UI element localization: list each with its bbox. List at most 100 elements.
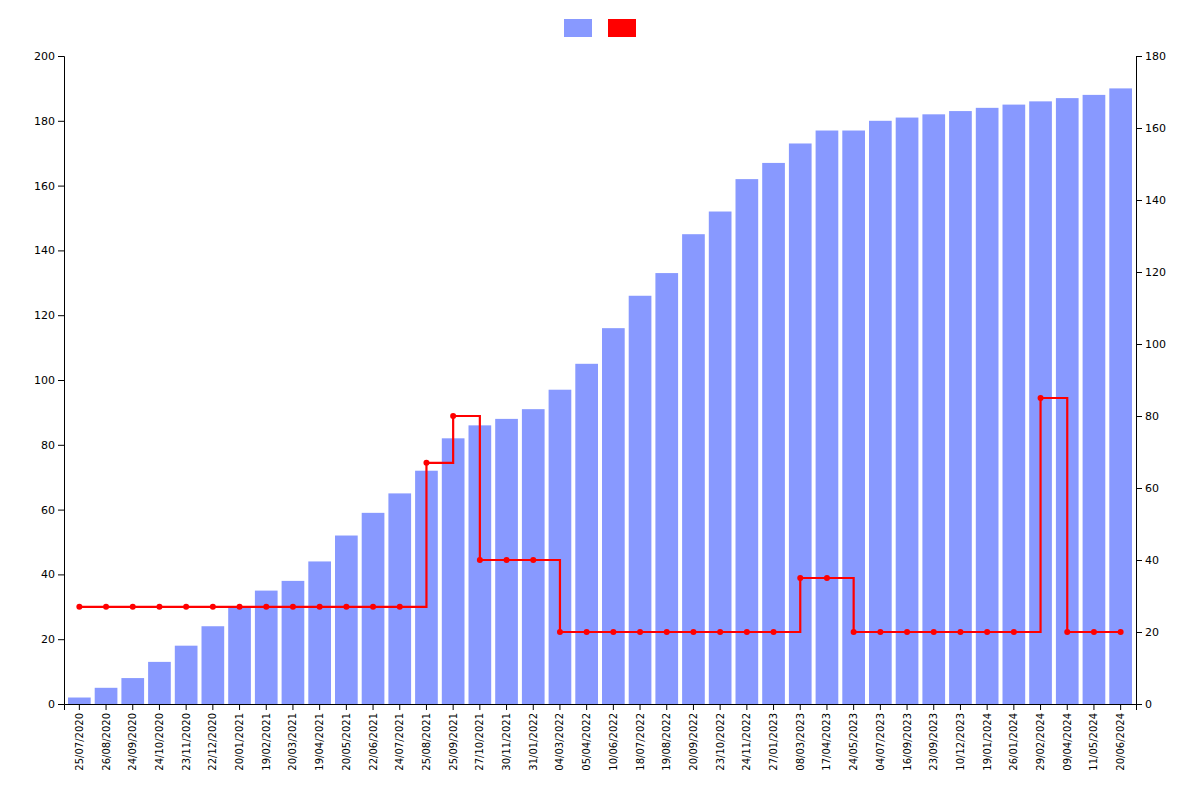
tick: 80	[1136, 410, 1159, 423]
tick-mark	[426, 704, 427, 710]
marker	[877, 629, 883, 635]
tick: 20/01/2021	[234, 704, 245, 771]
tick-mark	[1093, 704, 1094, 710]
tick-label: 19/02/2021	[261, 713, 272, 771]
tick-mark	[640, 704, 641, 710]
tick: 140	[1136, 194, 1166, 207]
tick-mark	[1136, 560, 1142, 561]
tick: 100	[34, 374, 64, 387]
tick-mark	[907, 704, 908, 710]
tick: 24/11/2022	[741, 704, 752, 771]
tick-mark	[1067, 704, 1068, 710]
tick-label: 04/03/2022	[554, 713, 565, 771]
tick: 40	[41, 568, 64, 581]
bar	[762, 163, 785, 704]
tick: 16/09/2023	[902, 704, 913, 771]
marker	[957, 629, 963, 635]
marker	[824, 575, 830, 581]
bar	[1003, 105, 1026, 704]
tick-label: 140	[1145, 194, 1166, 207]
bar	[121, 678, 144, 704]
tick: 19/01/2024	[982, 704, 993, 771]
y2-axis: 020406080100120140160180	[1136, 50, 1166, 711]
tick: 26/01/2024	[1008, 704, 1019, 771]
bar	[575, 364, 598, 704]
tick: 0	[1136, 698, 1152, 711]
marker	[156, 604, 162, 610]
tick: 10/06/2022	[608, 704, 619, 771]
tick-mark	[1136, 56, 1142, 57]
tick-mark	[58, 380, 64, 381]
tick-label: 19/08/2022	[661, 713, 672, 771]
tick: 27/01/2023	[768, 704, 779, 771]
tick-label: 160	[34, 180, 55, 193]
marker	[1038, 395, 1044, 401]
tick-label: 24/05/2023	[848, 713, 859, 771]
tick-mark	[399, 704, 400, 710]
tick-label: 18/07/2022	[635, 713, 646, 771]
tick: 30/11/2021	[501, 704, 512, 771]
tick-mark	[319, 704, 320, 710]
marker	[103, 604, 109, 610]
tick-label: 24/11/2022	[741, 713, 752, 771]
marker	[397, 604, 403, 610]
tick-mark	[453, 704, 454, 710]
marker	[130, 604, 136, 610]
tick-mark	[666, 704, 667, 710]
marker	[690, 629, 696, 635]
bar	[1109, 88, 1132, 704]
marker	[76, 604, 82, 610]
tick: 25/08/2021	[421, 704, 432, 771]
tick-label: 04/07/2023	[875, 713, 886, 771]
tick-mark	[1136, 416, 1142, 417]
tick-label: 40	[41, 568, 55, 581]
bar	[655, 273, 678, 704]
bar	[816, 131, 839, 704]
bar	[175, 646, 198, 704]
tick-mark	[1136, 488, 1142, 489]
chart: 25/07/202026/08/202024/09/202024/10/2020…	[0, 0, 1200, 800]
tick-mark	[800, 704, 801, 710]
marker	[717, 629, 723, 635]
bar	[335, 536, 358, 704]
tick: 120	[34, 309, 64, 322]
tick: 05/04/2022	[581, 704, 592, 771]
bar	[602, 328, 625, 704]
tick-mark	[853, 704, 854, 710]
bar	[228, 607, 251, 704]
marker	[290, 604, 296, 610]
tick-label: 23/09/2023	[928, 713, 939, 771]
marker	[584, 629, 590, 635]
marker	[931, 629, 937, 635]
tick: 120	[1136, 266, 1166, 279]
tick-label: 60	[41, 504, 55, 517]
tick-label: 100	[34, 374, 55, 387]
tick-label: 80	[41, 439, 55, 452]
marker	[450, 413, 456, 419]
tick: 24/05/2023	[848, 704, 859, 771]
marker	[210, 604, 216, 610]
tick-mark	[239, 704, 240, 710]
marker	[317, 604, 323, 610]
tick-mark	[773, 704, 774, 710]
tick-label: 25/09/2021	[448, 713, 459, 771]
tick-label: 30/11/2021	[501, 713, 512, 771]
tick-label: 25/07/2020	[74, 713, 85, 771]
tick-mark	[266, 704, 267, 710]
tick: 20/05/2021	[341, 704, 352, 771]
tick: 160	[34, 180, 64, 193]
bar	[388, 493, 411, 704]
tick-label: 20	[41, 633, 55, 646]
tick: 26/08/2020	[101, 704, 112, 771]
tick: 180	[1136, 50, 1166, 63]
line	[79, 398, 1120, 632]
tick-label: 26/08/2020	[101, 713, 112, 771]
tick-label: 10/06/2022	[608, 713, 619, 771]
bar	[442, 438, 465, 704]
tick-label: 26/01/2024	[1008, 713, 1019, 771]
tick-label: 31/01/2022	[528, 713, 539, 771]
tick-mark	[1136, 704, 1142, 705]
tick-label: 200	[34, 50, 55, 63]
tick-label: 05/04/2022	[581, 713, 592, 771]
tick-mark	[186, 704, 187, 710]
